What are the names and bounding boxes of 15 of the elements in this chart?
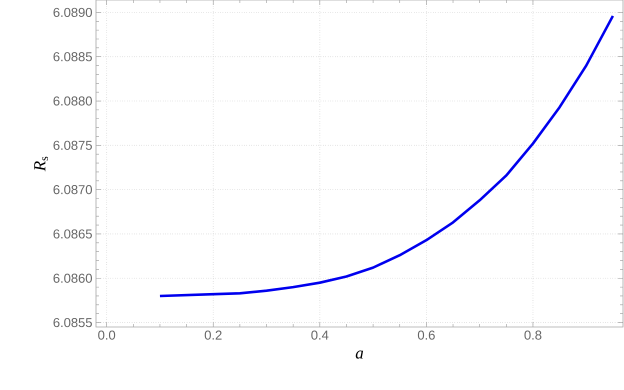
y-tick-label: 6.0880 xyxy=(54,96,92,106)
y-tick-label: 6.0885 xyxy=(54,52,92,62)
x-axis-title: a xyxy=(356,350,364,359)
x-tick-label: 0.6 xyxy=(418,330,435,340)
y-tick-label: 6.0890 xyxy=(54,8,92,17)
y-tick-label: 6.0870 xyxy=(54,185,92,194)
y-tick-label: 6.0860 xyxy=(54,274,92,283)
y-tick-label: 6.0855 xyxy=(54,318,92,328)
x-tick-label: 0.8 xyxy=(524,330,542,340)
x-tick-label: 0.2 xyxy=(204,330,222,340)
y-tick-label: 6.0865 xyxy=(54,229,92,239)
y-tick-label: 6.0875 xyxy=(54,140,92,150)
x-tick-label: 0.4 xyxy=(311,330,328,340)
x-tick-label: 0.0 xyxy=(98,330,116,340)
y-axis-title: R$_{s}$ xyxy=(34,156,48,172)
